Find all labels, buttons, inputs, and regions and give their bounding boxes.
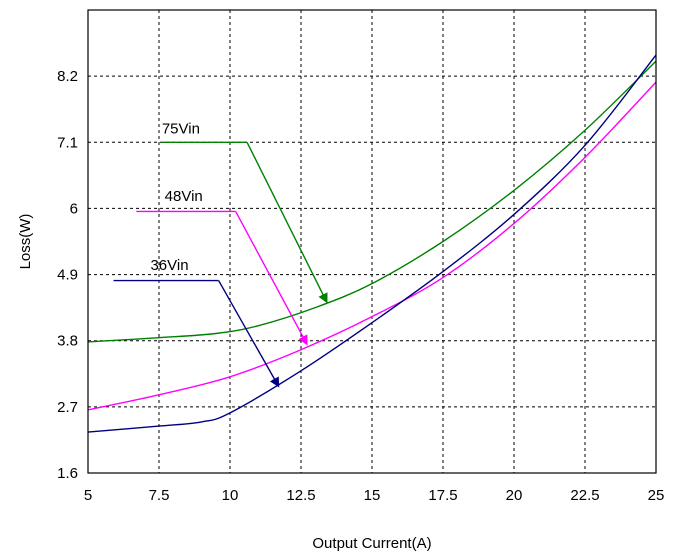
x-tick-label: 10 — [222, 487, 239, 504]
series-line-48vin — [87, 81, 657, 411]
x-tick-label: 12.5 — [286, 487, 315, 504]
y-tick-label: 8.2 — [57, 68, 78, 85]
y-tick-label: 6 — [70, 200, 78, 217]
y-tick-label: 7.1 — [57, 134, 78, 151]
x-axis-title: Output Current(A) — [312, 535, 431, 552]
x-tick-label: 17.5 — [428, 487, 457, 504]
y-axis-title: Loss(W) — [17, 214, 34, 270]
y-tick-label: 3.8 — [57, 333, 78, 350]
y-tick-label: 1.6 — [57, 465, 78, 482]
x-tick-label: 20 — [506, 487, 523, 504]
annotation-arrow — [218, 280, 280, 388]
annotation-label-75vin: 75Vin — [162, 120, 200, 137]
x-tick-label: 5 — [84, 487, 92, 504]
series-line-75vin — [87, 60, 657, 343]
x-axis-ticks: 5 7.5 10 12.5 15 17.5 20 22.5 25 — [84, 487, 665, 504]
annotation-arrow — [246, 141, 328, 304]
x-tick-label: 15 — [364, 487, 381, 504]
grid — [88, 10, 656, 473]
y-axis-ticks: 1.6 2.7 3.8 4.9 6 7.1 8.2 — [57, 68, 78, 482]
series-annotations: 75Vin 48Vin 36Vin — [113, 120, 328, 388]
series-lines — [87, 54, 657, 433]
y-tick-label: 2.7 — [57, 399, 78, 416]
annotation-arrow — [235, 211, 308, 346]
y-tick-label: 4.9 — [57, 267, 78, 284]
series-line-36vin — [87, 54, 657, 433]
annotation-label-48vin: 48Vin — [165, 188, 203, 205]
x-tick-label: 7.5 — [149, 487, 170, 504]
x-tick-label: 25 — [648, 487, 665, 504]
x-tick-label: 22.5 — [570, 487, 599, 504]
plot-frame — [87, 9, 657, 474]
annotation-label-36vin: 36Vin — [150, 257, 188, 274]
